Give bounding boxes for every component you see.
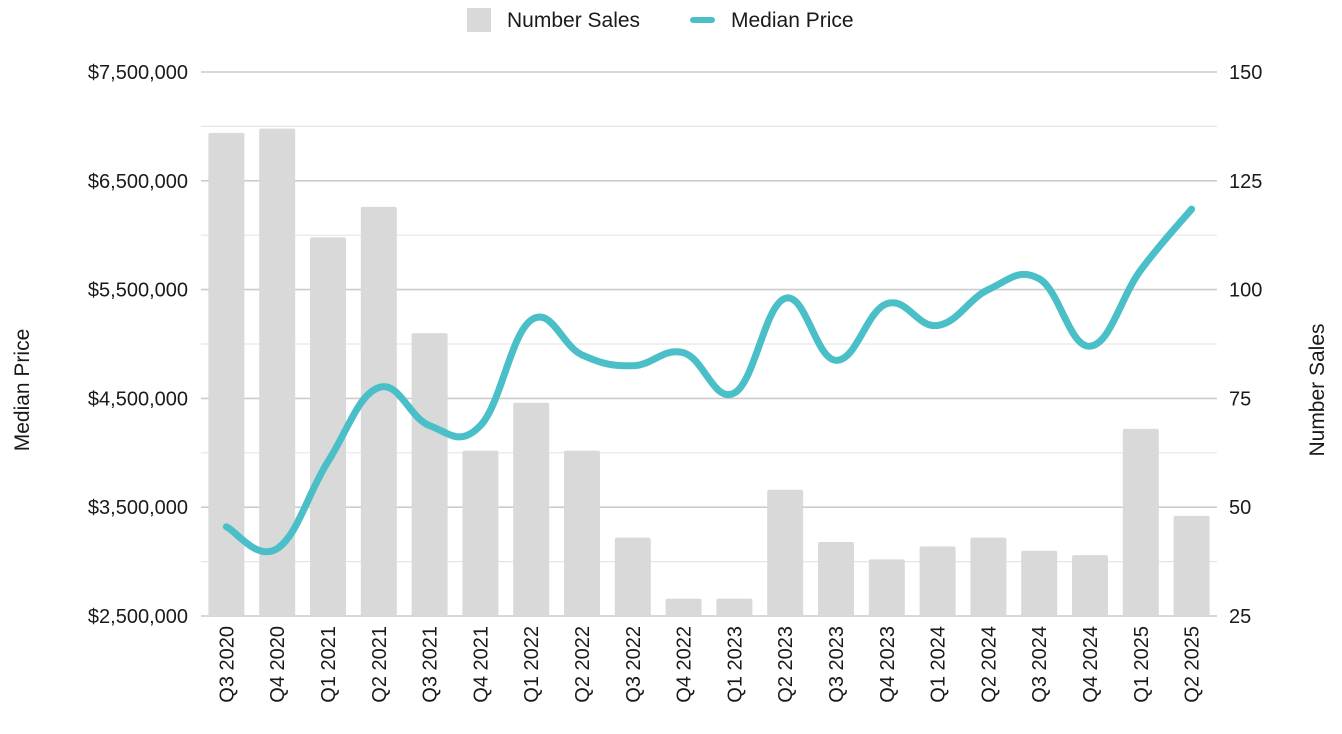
bar-number-sales <box>970 537 1007 616</box>
bar-number-sales <box>564 450 600 616</box>
x-tick-label: Q3 2022 <box>623 626 645 703</box>
y-left-tick-label: $4,500,000 <box>88 388 188 410</box>
bar-number-sales <box>462 450 499 616</box>
bar-number-sales <box>360 206 397 617</box>
x-tick-label: Q4 2022 <box>674 626 696 703</box>
y-right-tick-label: 75 <box>1229 388 1251 410</box>
legend-label-median-price: Median Price <box>731 9 854 32</box>
bar-number-sales <box>868 559 905 616</box>
gridlines <box>201 71 1217 617</box>
x-tick-label: Q1 2025 <box>1131 626 1153 703</box>
bar-number-sales <box>1072 555 1108 616</box>
y-left-tick-label: $6,500,000 <box>88 171 188 193</box>
bar-number-sales <box>716 598 753 616</box>
right-axis-ticks: 25 50 75 100 125 150 <box>1229 62 1262 628</box>
y-right-axis-title: Number Sales <box>1306 323 1329 456</box>
legend: Number Sales Median Price <box>467 8 854 32</box>
bar-number-sales <box>513 402 550 616</box>
x-tick-label: Q3 2024 <box>1029 626 1051 703</box>
y-right-tick-label: 125 <box>1229 171 1262 193</box>
x-tick-label: Q2 2022 <box>572 626 594 703</box>
y-right-tick-label: 50 <box>1229 497 1251 519</box>
x-tick-label: Q4 2023 <box>877 626 899 703</box>
y-right-tick-label: 150 <box>1229 62 1262 84</box>
bar-number-sales <box>919 546 956 616</box>
bar-number-sales <box>259 128 296 617</box>
legend-swatch-number-sales <box>467 8 491 32</box>
y-right-tick-label: 100 <box>1229 280 1262 302</box>
y-left-tick-label: $5,500,000 <box>88 280 188 302</box>
x-tick-label: Q4 2024 <box>1080 626 1102 703</box>
bar-number-sales <box>665 598 702 616</box>
y-left-tick-label: $7,500,000 <box>88 62 188 84</box>
legend-swatch-median-price <box>690 17 715 23</box>
x-tick-label: Q2 2024 <box>978 626 1000 703</box>
left-axis-ticks: $2,500,000 $3,500,000 $4,500,000 $5,500,000… <box>88 62 188 628</box>
x-tick-label: Q1 2021 <box>318 626 340 703</box>
bar-number-sales <box>1021 550 1058 616</box>
bar-number-sales <box>1122 428 1159 616</box>
x-tick-label: Q2 2023 <box>775 626 797 703</box>
line-median-price <box>222 205 1196 556</box>
y-left-axis-title: Median Price <box>11 329 34 452</box>
bar-series <box>208 128 1210 617</box>
x-tick-label: Q3 2021 <box>420 626 442 703</box>
x-tick-label: Q2 2025 <box>1182 626 1204 703</box>
x-tick-label: Q3 2020 <box>216 626 238 703</box>
bar-number-sales <box>310 237 346 616</box>
bar-number-sales <box>1173 515 1210 616</box>
x-tick-label: Q3 2023 <box>826 626 848 703</box>
x-tick-label: Q4 2021 <box>470 626 492 703</box>
x-tick-label: Q4 2020 <box>267 626 289 703</box>
x-tick-label: Q1 2022 <box>521 626 543 703</box>
y-left-tick-label: $3,500,000 <box>88 497 188 519</box>
bar-number-sales <box>208 132 245 617</box>
bar-number-sales <box>818 542 854 616</box>
x-tick-label: Q1 2024 <box>928 626 950 703</box>
bar-number-sales <box>614 537 651 616</box>
x-tick-label: Q2 2021 <box>369 626 391 703</box>
legend-label-number-sales: Number Sales <box>507 9 640 32</box>
line-series <box>222 205 1196 556</box>
x-tick-label: Q1 2023 <box>724 626 746 703</box>
x-axis-ticks: Q3 2020 Q4 2020 Q1 2021 Q2 2021 Q3 2021 Q4 20… <box>216 626 1203 703</box>
bar-number-sales <box>411 333 448 616</box>
y-left-tick-label: $2,500,000 <box>88 606 188 628</box>
bar-number-sales <box>767 489 804 616</box>
y-right-tick-label: 25 <box>1229 606 1251 628</box>
